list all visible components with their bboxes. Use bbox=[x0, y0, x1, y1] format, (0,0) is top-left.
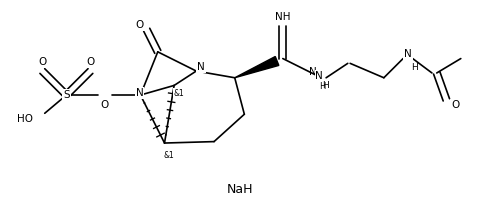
Text: &1: &1 bbox=[164, 151, 174, 160]
Text: N: N bbox=[197, 62, 204, 72]
Text: &1: &1 bbox=[173, 89, 184, 98]
Text: S: S bbox=[63, 90, 70, 100]
Text: O: O bbox=[100, 100, 109, 110]
Polygon shape bbox=[234, 57, 278, 78]
Text: N: N bbox=[314, 71, 322, 81]
Text: H: H bbox=[410, 63, 417, 72]
Text: HO: HO bbox=[17, 114, 33, 124]
Text: N: N bbox=[135, 88, 143, 98]
Text: NaH: NaH bbox=[227, 183, 253, 196]
Text: NH: NH bbox=[275, 12, 290, 22]
Text: O: O bbox=[450, 100, 458, 110]
Text: O: O bbox=[135, 20, 144, 30]
Text: H: H bbox=[321, 81, 328, 91]
Text: O: O bbox=[38, 57, 47, 67]
Text: N: N bbox=[308, 67, 316, 77]
Text: H: H bbox=[319, 82, 325, 91]
Text: N: N bbox=[403, 49, 411, 59]
Text: O: O bbox=[86, 57, 95, 67]
